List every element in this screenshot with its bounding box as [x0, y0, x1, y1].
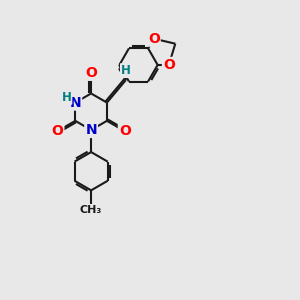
- Text: CH₃: CH₃: [80, 205, 102, 215]
- Text: O: O: [148, 32, 160, 46]
- Text: O: O: [119, 124, 131, 138]
- Text: H: H: [121, 64, 131, 77]
- Text: H: H: [61, 91, 71, 104]
- Text: N: N: [85, 123, 97, 137]
- Text: O: O: [85, 66, 97, 80]
- Text: O: O: [52, 124, 63, 138]
- Text: N: N: [70, 96, 81, 110]
- Text: O: O: [163, 58, 175, 72]
